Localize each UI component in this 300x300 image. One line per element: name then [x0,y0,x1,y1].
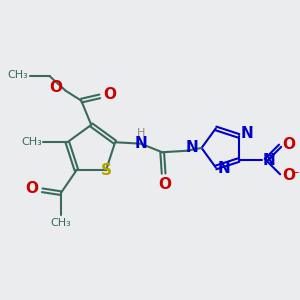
Text: +: + [267,151,275,161]
Text: S: S [100,163,112,178]
Text: O: O [103,87,116,102]
Text: O: O [50,80,63,95]
Text: N: N [263,152,276,167]
Text: N: N [134,136,147,151]
Text: O: O [282,168,296,183]
Text: O: O [282,137,296,152]
Text: N: N [240,126,253,141]
Text: CH₃: CH₃ [8,70,29,80]
Text: O: O [26,182,38,196]
Text: N: N [217,161,230,176]
Text: H: H [136,128,145,138]
Text: N: N [185,140,198,155]
Text: ⁻: ⁻ [292,169,299,182]
Text: CH₃: CH₃ [50,218,71,228]
Text: CH₃: CH₃ [21,137,42,147]
Text: O: O [159,177,172,192]
